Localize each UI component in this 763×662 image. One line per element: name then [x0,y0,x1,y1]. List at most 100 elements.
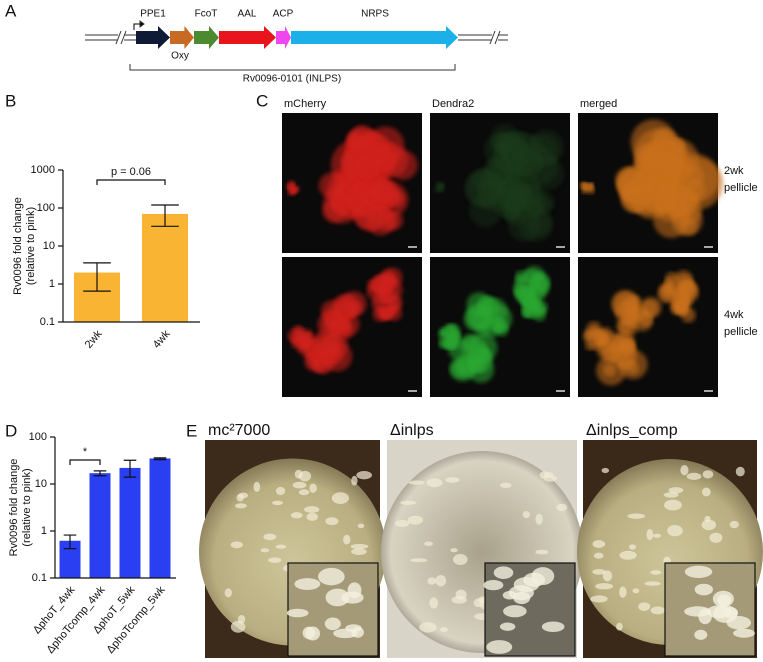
fluorescence [590,325,599,334]
colony [290,512,303,519]
colony [439,627,448,633]
colony [543,475,558,482]
colony [535,513,543,525]
strain-label: Δinlps_comp [586,422,678,439]
colony [224,588,233,598]
colony [556,503,568,512]
annotation: * [83,446,88,458]
fluorescence [656,182,676,202]
fluorescence [439,188,444,193]
fluorescence [448,330,461,343]
fluorescence [322,318,335,332]
x-tick-label: 2wk [83,328,105,351]
colony [450,548,458,553]
colony [419,622,437,633]
inset-colony [486,640,513,654]
panel-letter: B [5,91,16,110]
colony [628,544,637,550]
strain-label: Δinlps [390,422,434,439]
colony [303,506,320,513]
inset-colony [716,594,732,606]
y-axis-label: (relative to pink) [25,207,37,285]
inset-colony [286,608,309,618]
fluorescence [386,294,403,311]
gene-arrow [194,26,219,49]
error-bar [83,262,111,292]
significance-bracket [69,459,101,465]
colony [356,471,373,480]
colony [619,550,637,560]
row-label: pellicle [724,326,758,338]
colony [668,487,684,494]
gene-arrow [170,26,194,49]
fluorescence [640,296,662,318]
colony [646,529,654,541]
error-bar [93,470,107,477]
colony [275,544,287,549]
y-tick-label: 1 [41,525,47,537]
inset-colony [706,605,732,619]
y-tick-label: 0.1 [32,572,47,584]
inset-colony [499,622,516,631]
panel-letter: D [5,421,17,440]
y-tick-label: 0.1 [40,316,55,328]
y-axis-label: Rv0096 fold change [12,197,24,295]
colony [686,472,702,480]
bar [149,458,171,578]
inset-colony [541,621,565,632]
colony [601,467,610,474]
bar [142,213,188,322]
fluorescence [464,167,506,208]
fluorescence [433,187,439,194]
fluorescence [670,138,686,153]
gene-backbone [85,20,508,71]
y-tick-label: 100 [37,202,55,214]
row-label: 2wk [724,165,744,177]
y-tick-label: 10 [43,240,55,252]
error-bar [63,534,77,550]
fluorescence [621,296,637,313]
colony [595,583,614,590]
colony [592,568,606,575]
colony [701,519,717,531]
colony [424,541,433,547]
gene-arrow [291,26,458,49]
panel-letter: A [5,1,17,20]
inset-colony [694,583,713,596]
fluorescence [354,152,380,179]
fluorescence [370,180,394,204]
fluorescence [287,181,295,189]
colony [638,602,651,611]
colony [306,512,318,521]
colony [298,470,312,482]
colony [298,489,310,496]
fluorescence [450,360,468,378]
colony [590,595,608,603]
inset-colony [698,608,712,625]
gene-label: ACP [273,9,294,20]
inset-colony [694,629,708,640]
colony [602,570,613,582]
colony [593,552,604,559]
fluorescence [675,300,691,316]
fluorescence [592,329,609,345]
colony [619,586,627,598]
fluorescence [584,330,595,341]
colony [667,524,683,537]
colony [253,481,261,492]
inset-colony [493,566,514,579]
colony [350,543,369,550]
colony [263,533,277,541]
colony [230,541,243,549]
fluorescence [662,161,676,175]
fluorescence [312,329,342,358]
colony [331,492,350,505]
panel-letter: C [256,91,268,110]
fluorescence [465,303,493,330]
colony [292,481,307,489]
colony [309,483,317,494]
gene-arrow [276,26,291,49]
colony [632,588,640,594]
colony [408,480,425,485]
